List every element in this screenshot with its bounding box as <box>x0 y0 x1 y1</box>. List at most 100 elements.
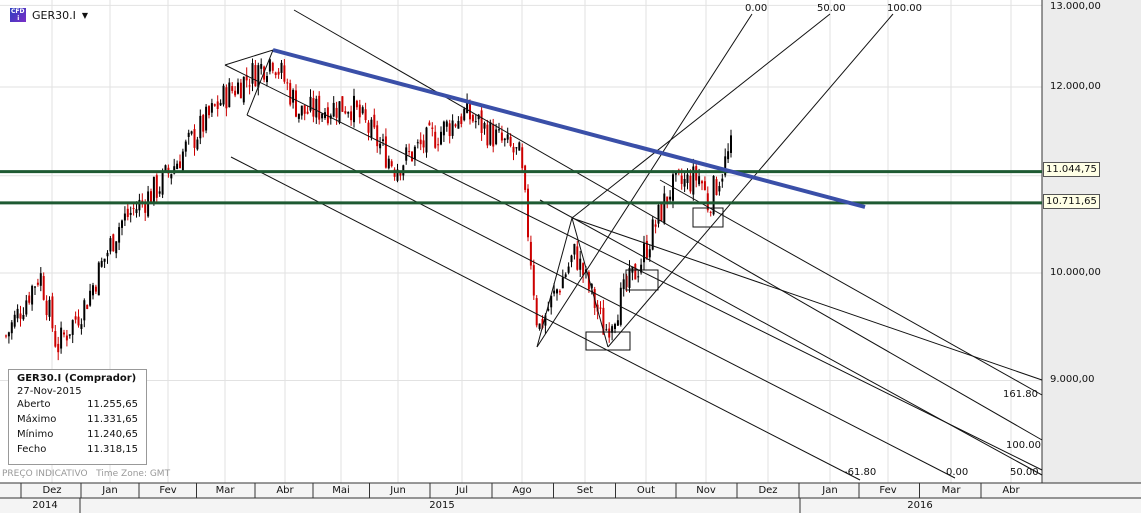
candle-body <box>237 82 239 94</box>
fib-label: 100.00 <box>1006 440 1041 451</box>
candle-body <box>355 100 358 108</box>
info-row: Aberto 11.255,65 <box>17 397 138 412</box>
candle-body <box>31 285 34 305</box>
candle-body <box>474 121 477 123</box>
candle-body <box>129 212 132 215</box>
candle-body <box>399 172 402 176</box>
timezone-label: Time Zone: GMT <box>96 469 171 479</box>
candle-body <box>28 295 31 303</box>
candle-body <box>660 203 663 221</box>
candle-body <box>622 279 625 290</box>
caret-down-icon[interactable]: ▼ <box>81 10 89 20</box>
candle-body <box>561 277 564 289</box>
candle-body <box>715 179 718 196</box>
candle-body <box>248 85 251 87</box>
candle-body <box>727 151 730 160</box>
candle-body <box>556 289 558 294</box>
candle-body <box>332 102 335 117</box>
candle-body <box>587 272 590 290</box>
candle-body <box>109 238 112 252</box>
candle-body <box>315 98 318 118</box>
candle-body <box>350 111 353 121</box>
candle-body <box>663 193 666 224</box>
candle-body <box>437 144 440 146</box>
candle-body <box>454 124 457 127</box>
candle-body <box>628 267 631 288</box>
candle-body <box>132 207 135 209</box>
x-month-label: Mai <box>332 485 350 496</box>
candle-body <box>228 82 231 108</box>
fib-fan-line <box>607 13 894 348</box>
candle-body <box>527 188 529 238</box>
candle-body <box>535 298 538 326</box>
info-date: 27-Nov-2015 <box>17 386 82 397</box>
marker-box <box>625 269 659 291</box>
candle-body <box>63 332 65 335</box>
candle-body <box>683 178 686 187</box>
channel-line <box>230 156 861 481</box>
candle-body <box>471 115 474 122</box>
candle-body <box>425 127 428 153</box>
info-title: GER30.I (Comprador) <box>17 373 137 384</box>
candle-body <box>80 324 83 329</box>
symbol-name: GER30.I <box>32 8 76 22</box>
candle-body <box>712 175 715 215</box>
candle-body <box>187 132 190 137</box>
candle-body <box>92 285 94 296</box>
y-tick: 13.000,00 <box>1050 1 1101 12</box>
candle-body <box>495 129 498 145</box>
candle-body <box>521 147 524 169</box>
candle-body <box>564 274 567 277</box>
candle-body <box>532 265 535 296</box>
candle-body <box>295 90 297 117</box>
candle-body <box>19 313 22 319</box>
candle-body <box>582 263 585 276</box>
candle-body <box>489 122 492 145</box>
fib-label: -61.80 <box>844 467 877 478</box>
symbol-selector[interactable]: CFD i GER30.I ▼ <box>10 8 88 22</box>
marker-box <box>692 207 724 228</box>
candle-body <box>283 65 286 82</box>
candle-body <box>570 255 573 263</box>
info-value: 11.318,15 <box>87 444 138 455</box>
fib-label: 100.00 <box>887 3 922 14</box>
candle-body <box>286 82 289 84</box>
candle-body <box>674 172 677 175</box>
candle-body <box>65 335 68 341</box>
candle-body <box>51 296 54 329</box>
candle-body <box>254 65 257 87</box>
candle-body <box>373 114 376 128</box>
candle-body <box>466 100 469 113</box>
x-year-label: 2015 <box>429 500 455 511</box>
candle-body <box>379 143 382 149</box>
y-tick: 12.000,00 <box>1050 81 1101 92</box>
candle-body <box>651 219 654 250</box>
candle-body <box>703 181 706 191</box>
candle-body <box>158 191 161 194</box>
candle-body <box>448 123 451 137</box>
candle-body <box>553 290 556 294</box>
candle-body <box>277 71 280 75</box>
candle-body <box>112 234 115 252</box>
x-month-label: Jan <box>102 485 118 496</box>
candle-body <box>126 208 129 217</box>
candle-body <box>161 171 164 195</box>
candle-body <box>434 131 437 148</box>
candle-body <box>643 243 645 263</box>
candle-body <box>115 241 118 254</box>
candle-body <box>271 62 274 71</box>
fib-fan-line <box>571 13 831 219</box>
candle-body <box>579 258 582 270</box>
candle-body <box>657 204 660 224</box>
candle-body <box>42 276 45 300</box>
candle-body <box>321 113 324 119</box>
fib-label: 0.00 <box>745 3 768 14</box>
candle-body <box>506 134 509 140</box>
candle-body <box>431 127 434 129</box>
candle-body <box>724 156 727 176</box>
candle-body <box>193 129 196 148</box>
candle-body <box>680 175 683 184</box>
candle-body <box>541 318 544 328</box>
